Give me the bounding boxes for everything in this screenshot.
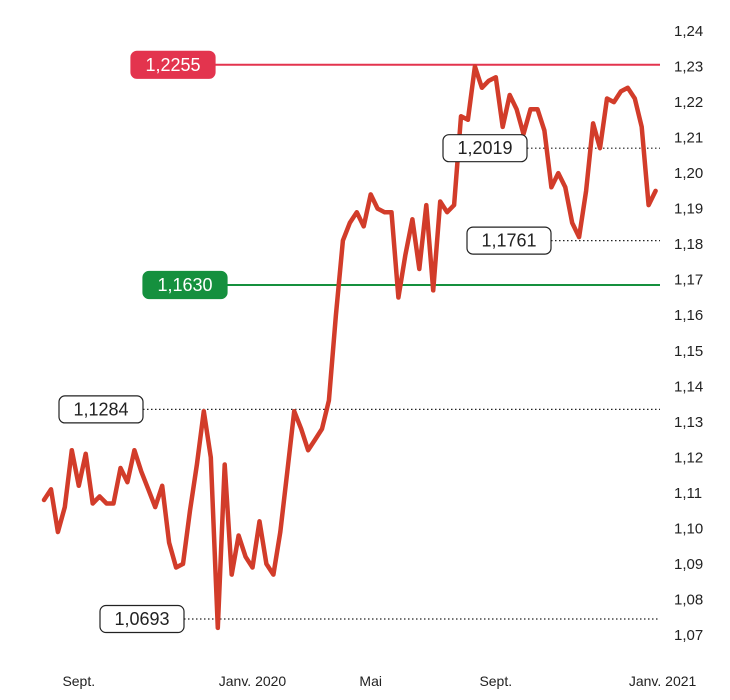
y-tick-label: 1,19 (674, 201, 703, 218)
reference-label-box (466, 226, 552, 255)
reference-label-text: 1,0693 (114, 609, 169, 629)
y-tick-label: 1,24 (674, 23, 703, 40)
x-tick-label: Janv. 2020 (219, 673, 287, 689)
reference-label-box (58, 395, 144, 424)
y-tick-label: 1,16 (674, 307, 703, 324)
reference-label-text: 1,2019 (457, 138, 512, 158)
x-tick-label: Sept. (479, 673, 512, 689)
reference-lines (143, 63, 660, 620)
reference-label-box (130, 50, 216, 79)
y-tick-label: 1,09 (674, 556, 703, 573)
x-tick-label: Janv. 2021 (629, 673, 697, 689)
y-tick-label: 1,08 (674, 592, 703, 609)
reference-label-box (99, 604, 185, 634)
reference-labels: 1,2255 1,2019 1,1761 1,1630 1,1284 1,0693 (58, 50, 552, 634)
y-axis: 1,07 1,08 1,09 1,10 1,11 1,12 1,13 1,14 1,15 1,16… (674, 23, 703, 644)
series-line (41, 64, 658, 631)
reference-label-text: 1,2255 (145, 55, 200, 75)
y-tick-label: 1,14 (674, 378, 703, 395)
y-tick-label: 1,22 (674, 94, 703, 111)
reference-label-box (442, 134, 528, 163)
y-tick-label: 1,20 (674, 165, 703, 182)
y-tick-label: 1,12 (674, 449, 703, 466)
reference-label-text: 1,1630 (157, 275, 212, 295)
x-tick-label: Sept. (62, 673, 95, 689)
y-tick-label: 1,18 (674, 236, 703, 253)
y-tick-label: 1,21 (674, 130, 703, 147)
y-tick-label: 1,15 (674, 343, 703, 360)
x-tick-label: Mai (359, 673, 382, 689)
y-tick-label: 1,13 (674, 414, 703, 431)
reference-label-text: 1,1761 (481, 231, 536, 251)
y-tick-label: 1,07 (674, 627, 703, 644)
y-tick-label: 1,23 (674, 59, 703, 76)
series-layer (41, 64, 658, 631)
y-tick-label: 1,10 (674, 520, 703, 537)
y-tick-label: 1,11 (674, 485, 702, 502)
y-tick-label: 1,17 (674, 272, 703, 289)
reference-label-box (142, 270, 228, 300)
reference-label-text: 1,1284 (73, 399, 128, 419)
